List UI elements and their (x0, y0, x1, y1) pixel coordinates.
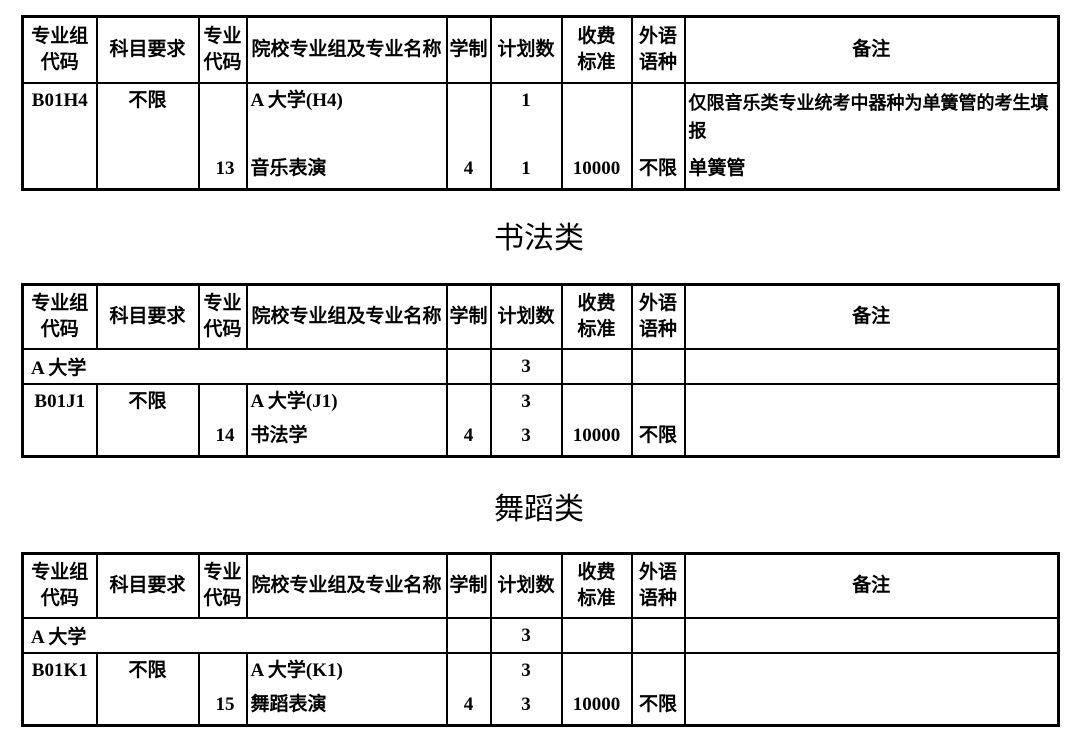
remark-cell (683, 383, 1060, 458)
remark-cell (683, 348, 1060, 385)
col-header-group-major-name: 院校专业组及专业名称 (245, 15, 448, 84)
subject-req-cell: 不限 (95, 82, 200, 191)
col-header-subject-req: 科目要求 (95, 15, 200, 84)
school-summary-row: A 大学 3 (21, 348, 1060, 385)
col-header-fee: 收费 标准 (560, 15, 633, 84)
col-header-subject-req: 科目要求 (95, 283, 200, 350)
col-header-group-code: 专业组 代码 (21, 15, 98, 84)
col-header-language: 外语 语种 (630, 283, 686, 350)
col-header-group-code: 专业组 代码 (21, 283, 98, 350)
group-major-name-cell: A 大学(K1) 舞蹈表演 (245, 652, 448, 727)
header-row: 专业组 代码 科目要求 专业 代码 院校专业组及专业名称 学制 计划数 收费 标准 外… (21, 15, 1060, 84)
calligraphy-plan-table: 专业组 代码 科目要求 专业 代码 院校专业组及专业名称 学制 计划数 收费 标准 外… (21, 283, 1060, 458)
major-code-cell: 15 (197, 652, 248, 727)
section-title-calligraphy: 书法类 (494, 222, 584, 255)
col-header-duration: 学制 (445, 15, 492, 84)
col-header-language: 外语 语种 (630, 552, 686, 619)
remark-cell (683, 617, 1060, 654)
music-plan-table: 专业组 代码 科目要求 专业 代码 院校专业组及专业名称 学制 计划数 收费 标准 外… (21, 15, 1060, 191)
col-header-major-code: 专业 代码 (197, 283, 248, 350)
col-header-major-code: 专业 代码 (197, 15, 248, 84)
col-header-subject-req: 科目要求 (95, 552, 200, 619)
group-major-name-cell: A 大学(H4) 音乐表演 (245, 82, 448, 191)
subject-req-cell: 不限 (95, 652, 200, 727)
col-header-duration: 学制 (445, 552, 492, 619)
col-header-group-code: 专业组 代码 (21, 552, 98, 619)
col-header-fee: 收费 标准 (560, 283, 633, 350)
duration-cell: 4 (445, 652, 492, 727)
col-header-language: 外语 语种 (630, 15, 686, 84)
language-cell (630, 617, 686, 654)
group-code-cell: B01K1 (21, 652, 98, 727)
language-cell (630, 348, 686, 385)
remark-cell: 仅限音乐类专业统考中器种为单簧管的考生填报 单簧管 (683, 82, 1060, 191)
col-header-fee: 收费 标准 (560, 552, 633, 619)
col-header-group-major-name: 院校专业组及专业名称 (245, 552, 448, 619)
document-content: 专业组 代码 科目要求 专业 代码 院校专业组及专业名称 学制 计划数 收费 标准 外… (21, 0, 1060, 727)
col-header-plan-count: 计划数 (489, 283, 563, 350)
col-header-remark: 备注 (683, 15, 1060, 84)
duration-cell: 4 (445, 82, 492, 191)
school-summary-row: A 大学 3 (21, 617, 1060, 654)
remark-cell (683, 652, 1060, 727)
duration-cell (445, 348, 492, 385)
col-header-plan-count: 计划数 (489, 552, 563, 619)
section-title-dance: 舞蹈类 (494, 493, 584, 526)
subject-req-cell: 不限 (95, 383, 200, 458)
fee-cell (560, 348, 633, 385)
major-code-cell: 14 (197, 383, 248, 458)
dance-plan-table: 专业组 代码 科目要求 专业 代码 院校专业组及专业名称 学制 计划数 收费 标准 外… (21, 552, 1060, 727)
col-header-plan-count: 计划数 (489, 15, 563, 84)
col-header-remark: 备注 (683, 283, 1060, 350)
language-cell: 不限 (630, 383, 686, 458)
plan-count-cell: 3 (489, 617, 563, 654)
fee-cell: 10000 (560, 652, 633, 727)
group-code-cell: B01H4 (21, 82, 98, 191)
group-major-name-cell: A 大学(J1) 书法学 (245, 383, 448, 458)
fee-cell (560, 617, 633, 654)
col-header-group-major-name: 院校专业组及专业名称 (245, 283, 448, 350)
school-name-cell: A 大学 (21, 348, 448, 385)
major-code-cell: 13 (197, 82, 248, 191)
header-row: 专业组 代码 科目要求 专业 代码 院校专业组及专业名称 学制 计划数 收费 标准 外… (21, 552, 1060, 619)
school-name-cell: A 大学 (21, 617, 448, 654)
col-header-duration: 学制 (445, 283, 492, 350)
fee-cell: 10000 (560, 82, 633, 191)
duration-cell: 4 (445, 383, 492, 458)
header-row: 专业组 代码 科目要求 专业 代码 院校专业组及专业名称 学制 计划数 收费 标准 外… (21, 283, 1060, 350)
col-header-major-code: 专业 代码 (197, 552, 248, 619)
language-cell: 不限 (630, 82, 686, 191)
duration-cell (445, 617, 492, 654)
fee-cell: 10000 (560, 383, 633, 458)
col-header-remark: 备注 (683, 552, 1060, 619)
group-code-cell: B01J1 (21, 383, 98, 458)
plan-count-cell: 3 (489, 348, 563, 385)
language-cell: 不限 (630, 652, 686, 727)
